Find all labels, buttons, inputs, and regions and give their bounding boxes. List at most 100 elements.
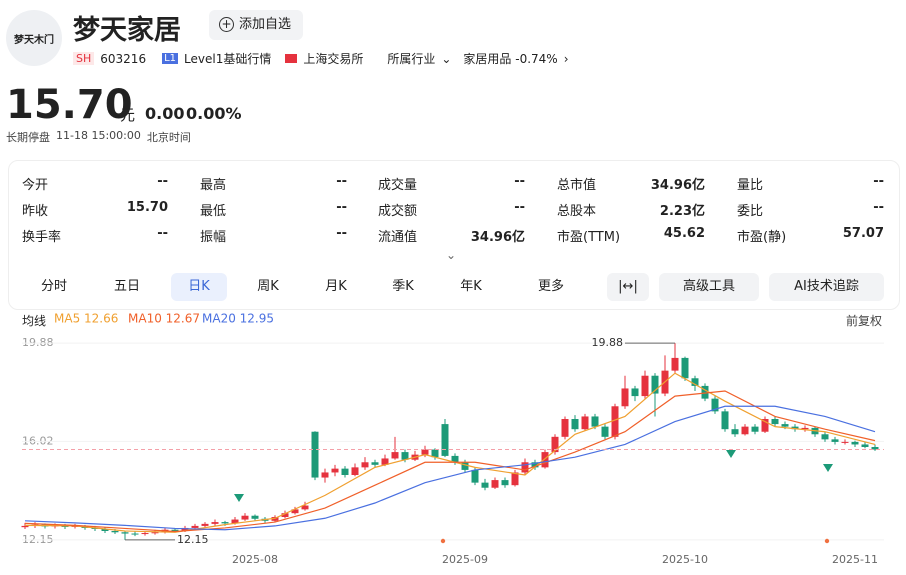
candle-body <box>701 385 709 399</box>
industry-label[interactable]: 所属行业 <box>387 52 436 66</box>
tab[interactable]: 周K <box>257 279 279 294</box>
candle-body <box>201 523 209 526</box>
candle-body <box>861 444 869 447</box>
low-label: 12.15 <box>177 533 209 546</box>
candle-body <box>611 406 619 437</box>
stat-value: -- <box>514 174 525 189</box>
signal-dot <box>824 538 830 544</box>
tab[interactable]: 更多 <box>537 279 564 294</box>
stat-label: 换手率 <box>22 230 62 245</box>
candle-body <box>111 531 119 533</box>
adjust[interactable]: 前复权 <box>846 314 883 328</box>
candle-body <box>401 452 409 460</box>
time: 11-18 15:00:00 <box>56 129 141 142</box>
candle-body <box>321 472 329 478</box>
stat-label: 成交额 <box>378 204 418 219</box>
tab[interactable]: 季K <box>392 279 414 294</box>
code: 603216 <box>100 51 147 66</box>
candle-body <box>191 525 199 528</box>
stat-value: 45.62 <box>663 226 705 241</box>
candle-body <box>311 431 319 478</box>
candle-body <box>141 533 149 535</box>
tool-button[interactable]: 高级工具 <box>659 273 759 301</box>
stat-label: 最高 <box>200 178 227 193</box>
candle-body <box>101 528 109 531</box>
industry[interactable]: 家居用品 -0.74% <box>463 52 558 66</box>
candle-body <box>441 424 449 456</box>
candle-body <box>351 467 359 475</box>
x-tick-label: 2025-10 <box>662 553 708 566</box>
tab[interactable]: 日K <box>171 273 227 301</box>
candle-body <box>391 452 399 459</box>
candle-body <box>381 458 389 465</box>
candle-body <box>481 482 489 488</box>
candle-body <box>471 469 479 483</box>
signal-marker <box>823 464 833 472</box>
candle-body <box>501 480 509 486</box>
stat-label: 市盈(静) <box>737 230 787 245</box>
stat-value: -- <box>514 200 525 215</box>
stat-value: -- <box>336 226 347 241</box>
stat-label: 振幅 <box>200 230 227 245</box>
high-label: 19.88 <box>592 336 624 349</box>
candle-body <box>541 452 549 468</box>
stat-label: 流通值 <box>378 230 418 245</box>
stat-value: 57.07 <box>842 226 884 241</box>
candle-body <box>171 529 179 531</box>
candle-body <box>741 426 749 435</box>
chevron: ⌄ <box>441 51 452 66</box>
candle-body <box>301 505 309 510</box>
tab[interactable]: 月K <box>325 279 347 294</box>
stat-label: 市盈(TTM) <box>557 230 621 245</box>
candle-body <box>641 375 649 397</box>
stat-value: -- <box>157 174 168 189</box>
stat-label: 委比 <box>737 204 764 219</box>
level[interactable]: Level1基础行情 <box>184 52 272 66</box>
tab[interactable]: 年K <box>460 279 482 294</box>
stat-value: 34.96亿 <box>470 230 525 245</box>
expand[interactable]: ⌄ <box>446 248 457 262</box>
candle-body <box>721 411 729 430</box>
candle-body <box>561 419 569 437</box>
candle-body <box>651 375 659 394</box>
stat-label: 昨收 <box>22 204 49 219</box>
stats-card <box>8 160 900 310</box>
range-button[interactable]: |↔| <box>607 273 649 301</box>
ma-line <box>24 390 876 533</box>
stat-label: 总市值 <box>557 178 597 193</box>
candle-body <box>591 416 599 427</box>
candle-body <box>241 515 249 520</box>
candle-body <box>621 388 629 407</box>
stat-value: -- <box>157 226 168 241</box>
signal-dot <box>440 538 446 544</box>
x-tick-label: 2025-08 <box>232 553 278 566</box>
candle-body <box>681 357 689 379</box>
change: 0.00 <box>145 104 185 123</box>
market-badge: SH <box>73 52 95 65</box>
tab[interactable]: 分时 <box>40 279 67 294</box>
ma-title: 均线 <box>22 314 47 328</box>
legend-item: MA20 12.95 <box>202 312 274 326</box>
stat-value: 2.23亿 <box>659 204 705 219</box>
flag <box>285 54 298 63</box>
candle-body <box>551 436 559 453</box>
candle-body <box>361 462 369 468</box>
stock-name: 梦天家居 <box>73 15 181 46</box>
add-button[interactable]: + 添加自选 <box>209 10 304 40</box>
candle-body <box>711 398 719 412</box>
tab[interactable]: 五日 <box>113 279 140 294</box>
level-badge: L1 <box>162 53 179 64</box>
candle-body <box>791 426 799 430</box>
candle-body <box>331 468 339 473</box>
candle-body <box>251 515 259 519</box>
candle-body <box>761 419 769 432</box>
candle-body <box>271 517 279 521</box>
unit: 元 <box>120 106 136 124</box>
candle-body <box>21 525 29 528</box>
info-row: SH 603216 L1 Level1基础行情 上海交易所 所属行业 ⌄ 家居用品… <box>73 50 569 67</box>
candle-body <box>121 532 129 534</box>
price: 15.70 <box>6 82 133 128</box>
stat-label: 成交量 <box>378 178 418 193</box>
tool-button[interactable]: AI技术追踪 <box>769 273 884 301</box>
